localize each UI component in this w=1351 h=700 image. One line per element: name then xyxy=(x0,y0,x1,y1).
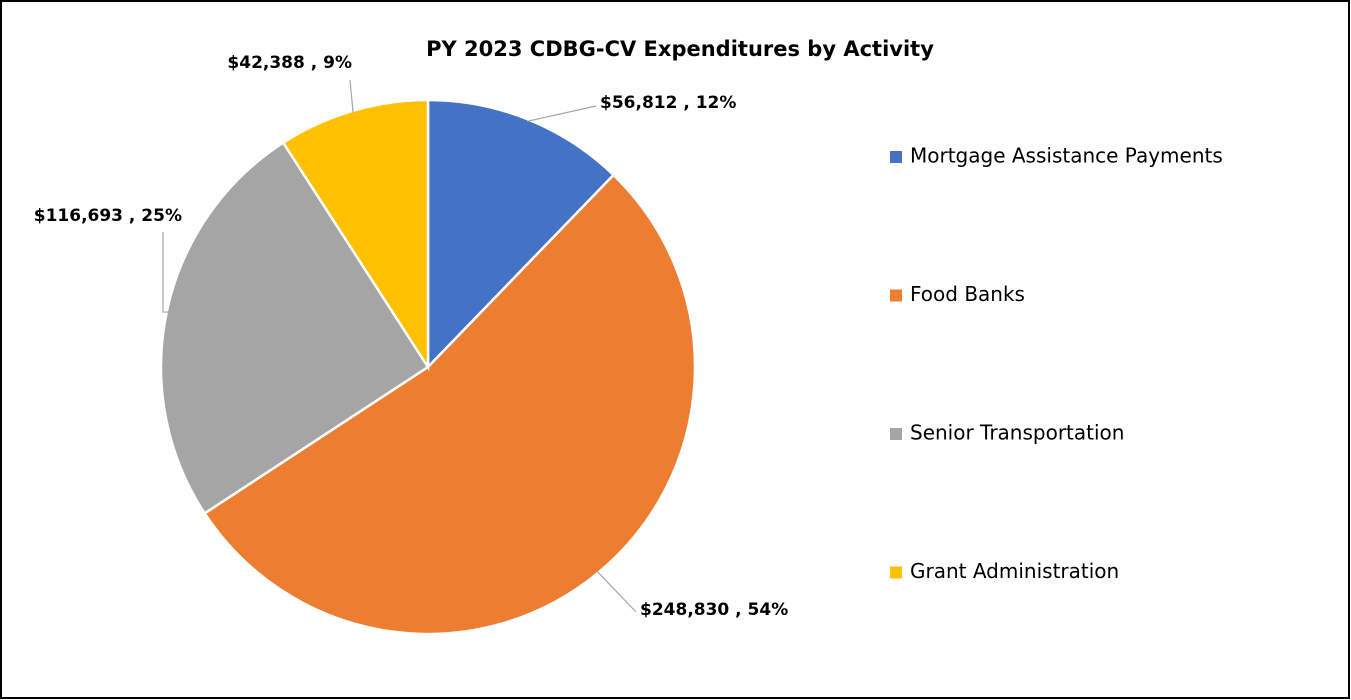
leader-line xyxy=(527,105,597,122)
data-label: $116,693 , 25% xyxy=(34,206,182,226)
leader-line xyxy=(349,79,354,113)
data-label: $56,812 , 12% xyxy=(600,93,736,113)
pie-slice xyxy=(426,98,616,371)
legend-swatch xyxy=(890,289,902,302)
leader-line xyxy=(596,570,637,613)
chart-title: PY 2023 CDBG-CV Expenditures by Activity xyxy=(426,37,934,61)
legend-label: Senior Transportation xyxy=(910,421,1124,445)
legend-swatch xyxy=(890,151,902,163)
data-label: $42,388 , 9% xyxy=(227,53,352,73)
leader-line xyxy=(162,232,169,313)
legend-swatch xyxy=(890,566,902,579)
legend-label: Mortgage Assistance Payments xyxy=(910,144,1223,168)
legend-label: Food Banks xyxy=(910,282,1025,306)
legend-swatch xyxy=(890,428,902,440)
legend-label: Grant Administration xyxy=(910,559,1119,583)
data-label: $248,830 , 54% xyxy=(640,600,788,620)
